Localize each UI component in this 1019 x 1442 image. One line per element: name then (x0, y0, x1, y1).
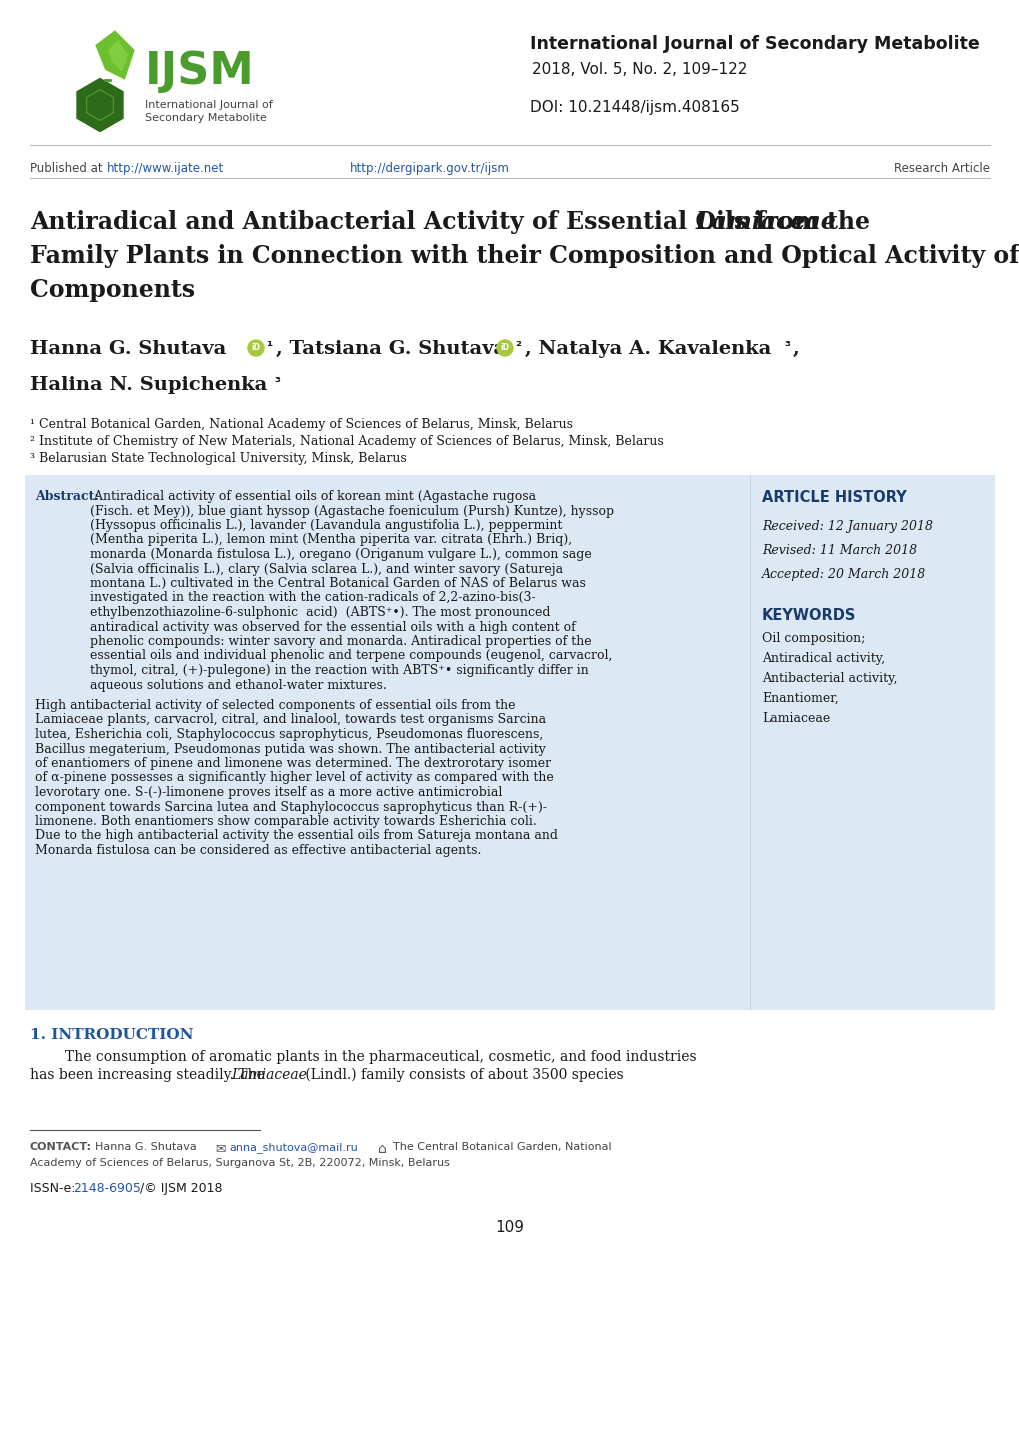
Text: (Lindl.) family consists of about 3500 species: (Lindl.) family consists of about 3500 s… (301, 1069, 624, 1083)
Polygon shape (75, 76, 124, 133)
Text: has been increasing steadily. The: has been increasing steadily. The (30, 1069, 269, 1082)
Text: , Tatsiana G. Shutava: , Tatsiana G. Shutava (276, 340, 505, 358)
Text: 2148-6905: 2148-6905 (73, 1182, 141, 1195)
Text: Revised: 11 March 2018: Revised: 11 March 2018 (761, 544, 916, 557)
Text: Lamiaceae: Lamiaceae (230, 1069, 307, 1082)
Text: aqueous solutions and ethanol-water mixtures.: aqueous solutions and ethanol-water mixt… (90, 679, 386, 692)
Text: levorotary one. S-(-)-limonene proves itself as a more active antimicrobial: levorotary one. S-(-)-limonene proves it… (35, 786, 502, 799)
Text: Received: 12 January 2018: Received: 12 January 2018 (761, 521, 932, 534)
Text: limonene. Both enantiomers show comparable activity towards Esherichia coli.: limonene. Both enantiomers show comparab… (35, 815, 536, 828)
Text: High antibacterial activity of selected components of essential oils from the: High antibacterial activity of selected … (35, 699, 515, 712)
Text: Family Plants in Connection with their Composition and Optical Activity of: Family Plants in Connection with their C… (30, 244, 1018, 268)
Text: /© IJSM 2018: /© IJSM 2018 (136, 1182, 222, 1195)
Circle shape (248, 340, 264, 356)
Text: phenolic compounds: winter savory and monarda. Antiradical properties of the: phenolic compounds: winter savory and mo… (90, 634, 591, 647)
Text: Due to the high antibacterial activity the essential oils from Satureja montana : Due to the high antibacterial activity t… (35, 829, 557, 842)
Text: ISSN-e:: ISSN-e: (30, 1182, 79, 1195)
Text: Hanna G. Shutava: Hanna G. Shutava (30, 340, 233, 358)
Text: Halina N. Supichenka: Halina N. Supichenka (30, 376, 267, 394)
Text: International Journal of Secondary Metabolite: International Journal of Secondary Metab… (530, 35, 979, 53)
Text: Secondary Metabolite: Secondary Metabolite (145, 112, 267, 123)
Text: Accepted: 20 March 2018: Accepted: 20 March 2018 (761, 568, 925, 581)
Text: Oil composition;: Oil composition; (761, 632, 864, 645)
Text: Monarda fistulosa can be considered as effective antibacterial agents.: Monarda fistulosa can be considered as e… (35, 844, 481, 857)
Text: ,: , (792, 340, 799, 358)
Text: ³: ³ (784, 340, 790, 353)
Text: Antiradical activity,: Antiradical activity, (761, 652, 884, 665)
Text: Bacillus megaterium, Pseudomonas putida was shown. The antibacterial activity: Bacillus megaterium, Pseudomonas putida … (35, 743, 545, 756)
Text: , Natalya A. Kavalenka: , Natalya A. Kavalenka (525, 340, 770, 358)
Text: (Mentha piperita L.), lemon mint (Mentha piperita var. citrata (Ehrh.) Briq),: (Mentha piperita L.), lemon mint (Mentha… (90, 534, 572, 547)
Text: 1. INTRODUCTION: 1. INTRODUCTION (30, 1028, 194, 1043)
Text: of α-pinene possesses a significantly higher level of activity as compared with : of α-pinene possesses a significantly hi… (35, 771, 553, 784)
Text: ⌂: ⌂ (378, 1142, 386, 1156)
Text: ² Institute of Chemistry of New Materials, National Academy of Sciences of Belar: ² Institute of Chemistry of New Material… (30, 435, 663, 448)
Text: (Hyssopus officinalis L.), lavander (Lavandula angustifolia L.), peppermint: (Hyssopus officinalis L.), lavander (Lav… (90, 519, 561, 532)
Text: Academy of Sciences of Belarus, Surganova St, 2B, 220072, Minsk, Belarus: Academy of Sciences of Belarus, Surganov… (30, 1158, 449, 1168)
Text: antiradical activity was observed for the essential oils with a high content of: antiradical activity was observed for th… (90, 620, 575, 633)
Text: investigated in the reaction with the cation-radicals of 2,2-azino-bis(3-: investigated in the reaction with the ca… (90, 591, 535, 604)
Text: Antiradical activity of essential oils of korean mint (Agastache rugosa: Antiradical activity of essential oils o… (90, 490, 536, 503)
Text: Lamiaceae plants, carvacrol, citral, and linalool, towards test organisms Sarcin: Lamiaceae plants, carvacrol, citral, and… (35, 714, 545, 727)
Text: http://dergipark.gov.tr/ijsm: http://dergipark.gov.tr/ijsm (350, 162, 510, 174)
Text: ¹: ¹ (266, 340, 272, 353)
Polygon shape (108, 40, 127, 72)
Text: http://www.ijate.net: http://www.ijate.net (107, 162, 224, 174)
Text: Antiradical and Antibacterial Activity of Essential Oils from the: Antiradical and Antibacterial Activity o… (30, 211, 877, 234)
Text: The Central Botanical Garden, National: The Central Botanical Garden, National (392, 1142, 611, 1152)
FancyBboxPatch shape (25, 474, 994, 1009)
Text: DOI: 10.21448/ijsm.408165: DOI: 10.21448/ijsm.408165 (530, 99, 739, 115)
Text: ✉: ✉ (215, 1142, 225, 1155)
Text: ethylbenzothiazoline-6-sulphonic  acid)  (ABTS⁺•). The most pronounced: ethylbenzothiazoline-6-sulphonic acid) (… (90, 606, 550, 619)
Text: iD: iD (500, 343, 510, 352)
Text: Components: Components (30, 278, 195, 301)
Polygon shape (95, 30, 135, 79)
Text: The consumption of aromatic plants in the pharmaceutical, cosmetic, and food ind: The consumption of aromatic plants in th… (30, 1050, 696, 1064)
Circle shape (496, 340, 513, 356)
Text: (Fisch. et Mey)), blue giant hyssop (Agastache foeniculum (Pursh) Kuntze), hysso: (Fisch. et Mey)), blue giant hyssop (Aga… (90, 505, 613, 518)
Text: Research Article: Research Article (893, 162, 989, 174)
Text: KEYWORDS: KEYWORDS (761, 609, 856, 623)
Text: component towards Sarcina lutea and Staphylococcus saprophyticus than R-(+)-: component towards Sarcina lutea and Stap… (35, 800, 546, 813)
Text: thymol, citral, (+)-pulegone) in the reaction with ABTS⁺• significantly differ i: thymol, citral, (+)-pulegone) in the rea… (90, 663, 588, 676)
Text: montana L.) cultivated in the Central Botanical Garden of NAS of Belarus was: montana L.) cultivated in the Central Bo… (90, 577, 585, 590)
Text: CONTACT:: CONTACT: (30, 1142, 92, 1152)
Text: Abstract:: Abstract: (35, 490, 99, 503)
Text: International Journal of: International Journal of (145, 99, 272, 110)
Text: iD: iD (252, 343, 260, 352)
Text: Lamiaceae: Lamiaceae (695, 211, 836, 234)
Text: Antibacterial activity,: Antibacterial activity, (761, 672, 897, 685)
Text: ¹ Central Botanical Garden, National Academy of Sciences of Belarus, Minsk, Bela: ¹ Central Botanical Garden, National Aca… (30, 418, 573, 431)
Text: Hanna G. Shutava: Hanna G. Shutava (95, 1142, 197, 1152)
Text: Lamiaceae: Lamiaceae (761, 712, 829, 725)
Text: IJSM: IJSM (145, 50, 255, 92)
Text: essential oils and individual phenolic and terpene compounds (eugenol, carvacrol: essential oils and individual phenolic a… (90, 649, 611, 662)
Text: anna_shutova@mail.ru: anna_shutova@mail.ru (229, 1142, 358, 1154)
Text: monarda (Monarda fistulosa L.), oregano (Origanum vulgare L.), common sage: monarda (Monarda fistulosa L.), oregano … (90, 548, 591, 561)
Text: Enantiomer,: Enantiomer, (761, 692, 838, 705)
Text: ARTICLE HISTORY: ARTICLE HISTORY (761, 490, 906, 505)
Text: 2018, Vol. 5, No. 2, 109–122: 2018, Vol. 5, No. 2, 109–122 (532, 62, 747, 76)
Text: (Salvia officinalis L.), clary (Salvia sclarea L.), and winter savory (Satureja: (Salvia officinalis L.), clary (Salvia s… (90, 562, 562, 575)
Text: ³ Belarusian State Technological University, Minsk, Belarus: ³ Belarusian State Technological Univers… (30, 451, 407, 464)
Text: of enantiomers of pinene and limonene was determined. The dextrorotary isomer: of enantiomers of pinene and limonene wa… (35, 757, 550, 770)
Text: lutea, Esherichia coli, Staphylococcus saprophyticus, Pseudomonas fluorescens,: lutea, Esherichia coli, Staphylococcus s… (35, 728, 543, 741)
Text: ²: ² (515, 340, 521, 353)
Text: 109: 109 (495, 1220, 524, 1234)
Text: Published at: Published at (30, 162, 106, 174)
Text: ³: ³ (274, 376, 280, 389)
